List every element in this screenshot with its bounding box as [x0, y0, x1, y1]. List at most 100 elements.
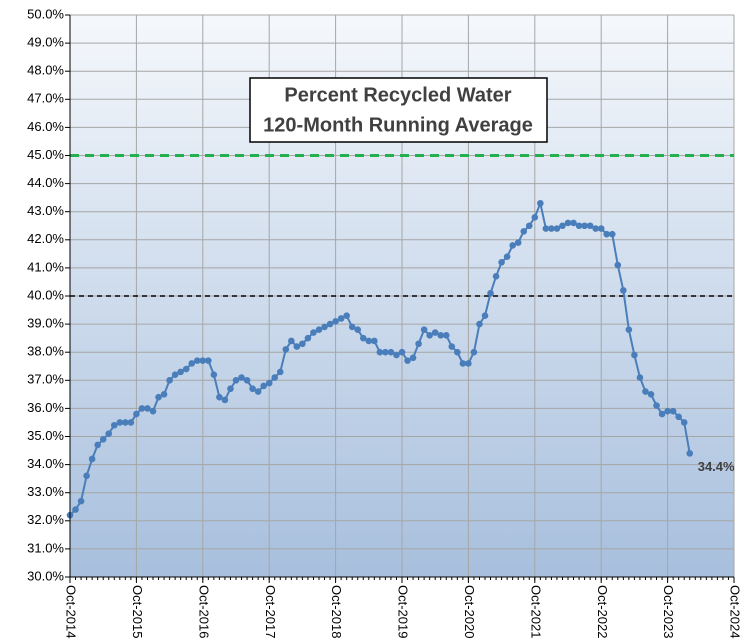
point: [570, 219, 577, 227]
x-tick-label: Oct-2016: [196, 585, 211, 638]
y-tick-label: 40.0%: [27, 287, 64, 302]
y-tick-label: 38.0%: [27, 344, 64, 359]
point: [387, 348, 395, 356]
point: [448, 343, 456, 350]
point: [426, 332, 433, 339]
point: [299, 340, 306, 348]
y-tick-label: 30.0%: [27, 568, 64, 583]
point: [575, 222, 583, 230]
point: [481, 312, 489, 319]
point: [620, 287, 627, 294]
point: [420, 326, 428, 334]
y-tick-label: 49.0%: [27, 35, 64, 50]
point: [205, 357, 212, 364]
axes: 30.0% 31.0% 32.0% 33.0% 34.0% 35.0% 36.0% 37.0%…: [27, 6, 742, 638]
point: [166, 377, 173, 384]
point: [288, 337, 295, 345]
x-tick-label: Oct-2020: [462, 585, 477, 638]
point: [83, 472, 90, 480]
point: [238, 374, 245, 381]
x-tick-label: Oct-2019: [396, 585, 411, 638]
y-tick-label: 45.0%: [27, 147, 64, 162]
point: [669, 407, 677, 415]
point: [359, 334, 367, 342]
point: [470, 348, 478, 356]
point: [642, 388, 649, 395]
chart-title: Percent Recycled Water: [284, 84, 511, 106]
x-tick-label: Oct-2014: [64, 585, 79, 638]
point: [680, 419, 688, 426]
point: [149, 407, 157, 415]
y-tick-label: 46.0%: [27, 119, 64, 134]
x-tick-label: Oct-2018: [329, 585, 344, 638]
y-tick-label: 47.0%: [27, 91, 64, 106]
point: [465, 360, 472, 367]
y-tick-label: 43.0%: [27, 203, 64, 218]
point: [487, 289, 494, 297]
point: [631, 351, 638, 359]
point: [597, 225, 605, 232]
point: [542, 225, 550, 232]
y-tick-label: 32.0%: [27, 512, 64, 527]
point: [276, 368, 284, 376]
point: [409, 354, 417, 362]
point: [232, 377, 240, 384]
point: [182, 365, 190, 373]
point: [138, 405, 146, 412]
y-tick-label: 50.0%: [27, 6, 64, 21]
point: [371, 337, 378, 345]
point: [404, 357, 411, 364]
point: [94, 441, 101, 449]
point: [476, 320, 483, 328]
point: [664, 407, 671, 415]
point: [354, 326, 362, 334]
x-tick-label: Oct-2023: [661, 585, 676, 638]
point: [260, 382, 267, 390]
point: [592, 225, 599, 232]
point: [492, 273, 500, 280]
point: [553, 225, 561, 232]
point: [332, 317, 339, 325]
point: [321, 323, 328, 331]
point: [509, 242, 516, 249]
x-tick-label: Oct-2024: [728, 585, 743, 638]
y-tick-label: 35.0%: [27, 428, 64, 443]
point: [210, 371, 218, 378]
point: [647, 391, 655, 398]
point: [326, 320, 334, 328]
chart-subtitle: 120-Month Running Average: [263, 114, 533, 136]
series: 34.4%: [66, 199, 735, 519]
point: [304, 334, 312, 342]
point: [249, 385, 256, 393]
point: [537, 199, 544, 207]
point: [160, 391, 168, 398]
x-tick-label: Oct-2015: [130, 585, 145, 638]
point: [603, 230, 611, 238]
point: [625, 326, 633, 334]
point: [398, 348, 406, 356]
point: [614, 261, 622, 269]
point: [310, 329, 317, 336]
point: [337, 315, 345, 322]
point: [459, 360, 467, 367]
point: [514, 239, 522, 246]
y-tick-label: 39.0%: [27, 316, 64, 331]
point: [254, 388, 262, 395]
point: [155, 393, 162, 401]
point: [293, 343, 301, 350]
point: [520, 228, 528, 235]
point: [282, 346, 290, 353]
point: [171, 371, 179, 378]
point: [376, 348, 384, 356]
x-tick-label: Oct-2022: [595, 585, 610, 638]
point: [315, 326, 323, 334]
y-tick-label: 33.0%: [27, 484, 64, 499]
point: [559, 222, 566, 230]
point: [77, 497, 85, 505]
y-tick-label: 44.0%: [27, 175, 64, 190]
point: [586, 222, 594, 230]
point: [498, 258, 505, 266]
y-tick-label: 34.0%: [27, 456, 64, 471]
point: [653, 402, 660, 409]
